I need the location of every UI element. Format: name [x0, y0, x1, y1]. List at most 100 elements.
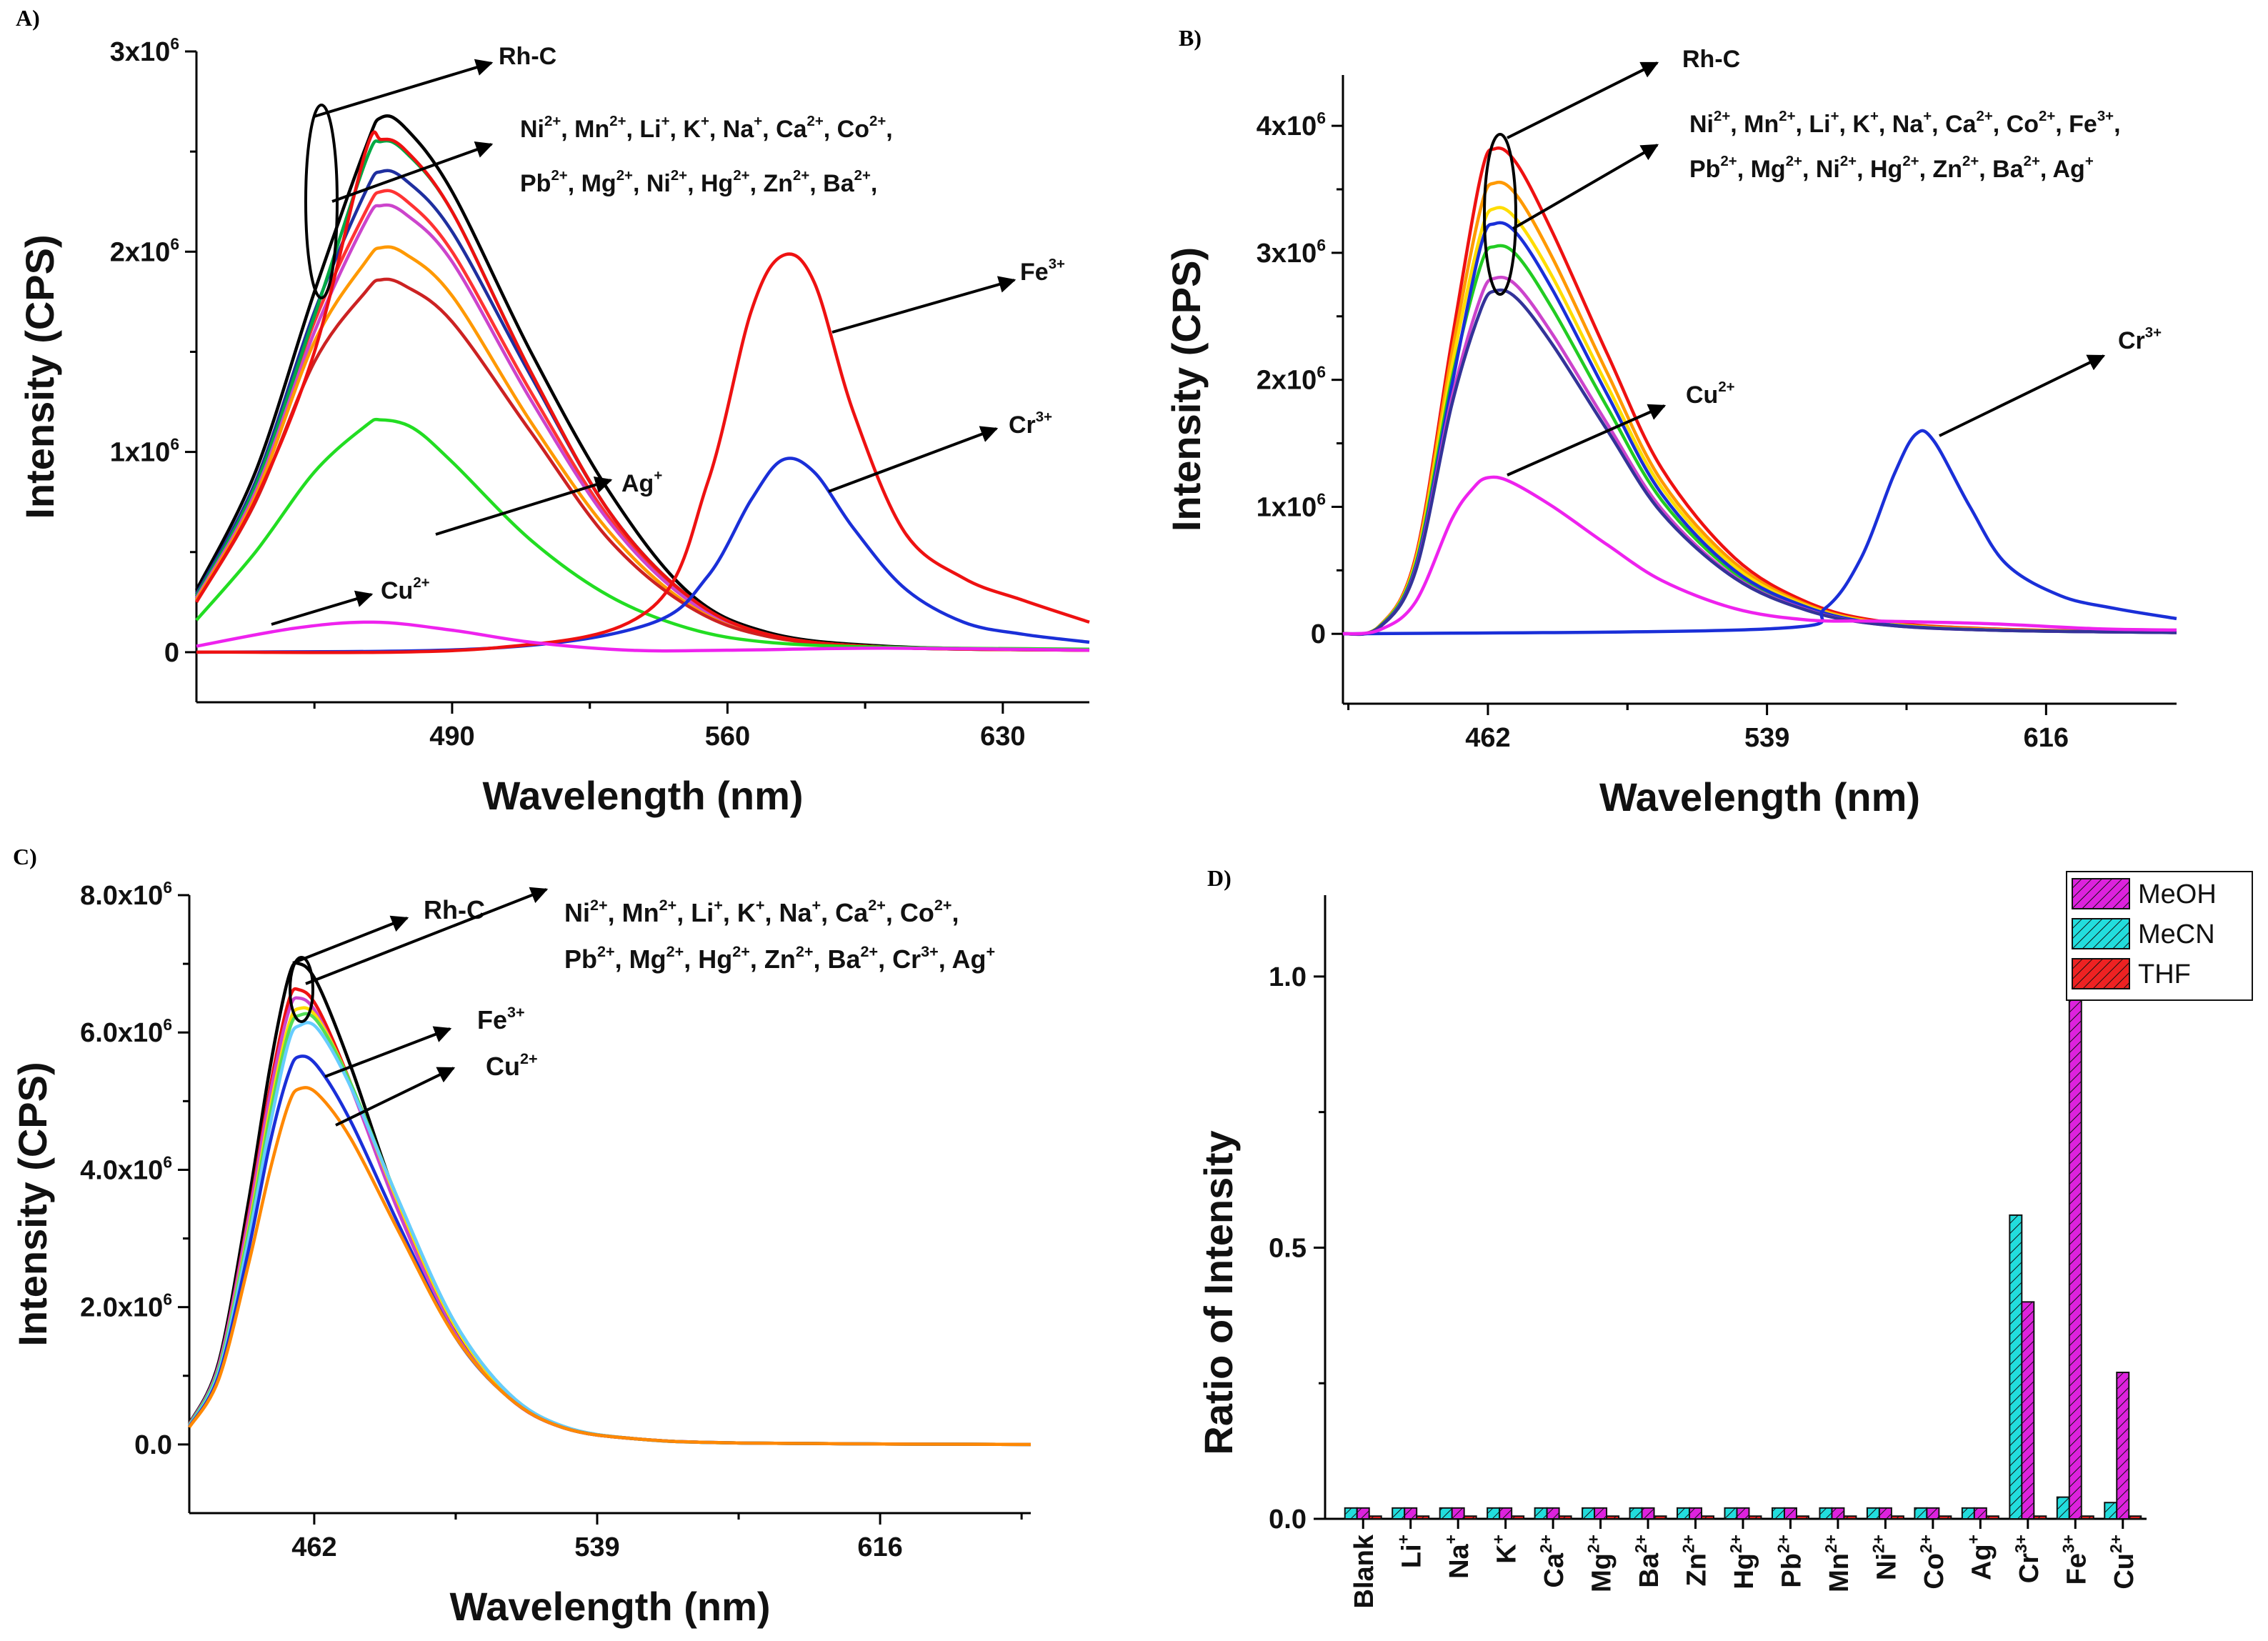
panel-a-arrow-group: [331, 141, 494, 203]
panel-d-bar-thf: [1511, 1515, 1525, 1520]
panel-b-y-axis-title: Intensity (CPS): [1164, 247, 1209, 532]
panel-a-x-tick-label: 560: [705, 722, 750, 752]
panel-label-a: A): [16, 5, 40, 31]
panel-a-x-tick-label: 490: [429, 722, 474, 752]
panel-d-bar-meoh: [1356, 1507, 1370, 1520]
panel-c-series-cu2-: [188, 1086, 1031, 1447]
panel-d-bar-meoh: [1973, 1507, 1987, 1520]
panel-b-x-tick-label: 616: [2024, 723, 2069, 753]
panel-label-b: B): [1179, 25, 1202, 51]
panel-d-bar-meoh: [1926, 1507, 1940, 1520]
panel-d-bar-thf: [1653, 1515, 1667, 1520]
panel-b-y-tick-label: 1x106​: [1257, 489, 1326, 522]
panel-a-y-tick-label: 2x106​: [110, 234, 179, 267]
panel-d-bar-mecn: [1677, 1507, 1691, 1520]
panel-d-bar-mecn: [2104, 1502, 2118, 1520]
panel-d-bar-mecn: [1487, 1507, 1501, 1520]
panel-c-series-m5: [188, 1021, 1031, 1447]
panel-c-arrow-rhc: [292, 915, 409, 964]
panel-c-label-fe: Fe3+​: [477, 1003, 525, 1034]
panel-a-x-tick-label: 630: [980, 722, 1025, 752]
panel-d-legend-swatch-meoh: [2072, 878, 2130, 909]
panel-d-legend-label-mecn: MeCN: [2138, 919, 2215, 949]
panel-d-bar-mecn: [1582, 1507, 1596, 1520]
panel-d-bar-thf: [1985, 1515, 1999, 1520]
panel-a-y-tick-label: 1x106​: [110, 435, 179, 468]
panel-d-bar-thf: [2033, 1515, 2047, 1520]
panel-c-y-tick-label: 2.0x106​: [80, 1290, 172, 1323]
panel-a-arrow-fe: [831, 276, 1016, 334]
panel-c-x-tick-label: 539: [574, 1532, 619, 1562]
panel-a-x-axis-title: Wavelength (nm): [482, 773, 803, 818]
panel-b-series-cu2-: [1342, 475, 2177, 636]
panel-d-y-tick-label: 1.0: [1269, 962, 1307, 992]
panel-d-legend-label-thf: THF: [2138, 959, 2191, 989]
panel-d-y-axis-title: Ratio of Intensity: [1196, 1130, 1241, 1455]
panel-a-series-ag-: [195, 417, 1090, 651]
panel-b-series-m6: [1342, 288, 2177, 636]
panel-d-bar-thf: [1795, 1515, 1809, 1520]
panel-d-bar-meoh: [1546, 1507, 1560, 1520]
panel-c-y-tick-label: 4.0x106​: [80, 1152, 172, 1185]
panel-d-bar-thf: [1558, 1515, 1572, 1520]
panel-d-bar-mecn: [1914, 1507, 1928, 1520]
panel-d-x-tick-label: Blank: [1349, 1534, 1379, 1608]
panel-d-x-tick-label: Co2+​: [1917, 1535, 1949, 1590]
panel-d-bar-meoh: [2021, 1301, 2035, 1520]
panel-c-y-tick-label: 6.0x106​: [80, 1015, 172, 1048]
panel-d-bar-thf: [1463, 1515, 1477, 1520]
panel-b-group-ellipse: [1483, 133, 1517, 296]
panel-b-y-tick-label: 0: [1311, 619, 1326, 649]
panel-d-bar-meoh: [1641, 1507, 1655, 1520]
panel-a-group-ellipse: [304, 104, 339, 299]
panel-d-bar-meoh: [2068, 948, 2082, 1520]
panel-a-label-group-2: Pb2+​, Mg2+​, Ni2+​, Hg2+​, Zn2+​, Ba2+​…: [520, 168, 877, 197]
panel-d-x-tick-label: Li+​: [1394, 1535, 1427, 1568]
panel-d-bar-thf: [2128, 1515, 2142, 1520]
panel-d-x-tick-label: Hg2+​: [1727, 1535, 1759, 1590]
panel-d-bar-meoh: [1878, 1507, 1892, 1520]
panel-a-label-ag: Ag+​: [621, 468, 662, 497]
panel-b-arrow-group: [1512, 144, 1659, 230]
panel-c-label-rhc: Rh-C: [424, 895, 485, 924]
panel-d-bar-thf: [1843, 1515, 1857, 1520]
panel-d-bar-mecn: [1439, 1507, 1453, 1520]
panel-d-bar-meoh: [2116, 1372, 2130, 1520]
panel-b-y-tick-label: 4x106​: [1257, 109, 1326, 141]
panel-d-bar-thf: [1938, 1515, 1952, 1520]
panel-d-bar-mecn: [1392, 1507, 1406, 1520]
panel-d-x-tick-label: Ca2+​: [1537, 1535, 1569, 1588]
panel-c-line-chart: 462 539 616 0.0 2.0x106​ 4.0x106​ 6.0x106​ 8.0x…: [10, 878, 1031, 1629]
panel-d-x-tick-label: Pb2+​: [1774, 1535, 1807, 1588]
panel-b-label-group-2: Pb2+​, Mg2+​, Ni2+​, Hg2+​, Zn2+​, Ba2+​…: [1689, 154, 2094, 183]
panel-d-bar-meoh: [1783, 1507, 1797, 1520]
panel-a-series-ca2-: [195, 277, 1090, 652]
panel-c-label-cu: Cu2+​: [486, 1049, 538, 1081]
panel-d-bar-mecn: [1629, 1507, 1643, 1520]
panel-b-series-rh-c: [1342, 146, 2177, 637]
panel-d-y-tick-label: 0.5: [1269, 1233, 1307, 1263]
panel-d-x-tick-label: Mg2+​: [1584, 1535, 1617, 1592]
panel-d-bar-chart: 0.0 0.5 1.0 Ratio of Intensity Blank Li+​ Na+​…: [1196, 871, 2253, 1608]
panel-b-x-axis-title: Wavelength (nm): [1599, 774, 1920, 819]
panel-d-bar-mecn: [1771, 1507, 1785, 1520]
panel-d-bar-thf: [1416, 1515, 1430, 1520]
panel-a-series-mn2-: [195, 189, 1090, 652]
panel-b-label-cu: Cu2+​: [1686, 379, 1735, 409]
panel-d-x-tick-label: Fe3+​: [2059, 1535, 2092, 1585]
panel-d-bar-mecn: [1866, 1507, 1880, 1520]
panel-d-x-tick-label: Ni2+​: [1869, 1535, 1902, 1580]
panel-a-label-cu: Cu2+​: [381, 575, 430, 604]
panel-c-x-axis-title: Wavelength (nm): [449, 1584, 770, 1629]
panel-b-label-group-1: Ni2+​, Mn2+​, Li+​, K+​, Na+​, Ca2+​, Co…: [1689, 109, 2121, 138]
panel-d-bar-thf: [1748, 1515, 1762, 1520]
panel-d-bar-thf: [1701, 1515, 1715, 1520]
panel-d-bar-meoh: [1404, 1507, 1418, 1520]
panel-c-arrow-group: [305, 887, 549, 985]
panel-c-x-tick-label: 462: [291, 1532, 336, 1562]
panel-b-y-tick-label: 2x106​: [1257, 363, 1326, 396]
panel-d-bar-meoh: [1689, 1507, 1703, 1520]
panel-c-arrow-cu: [335, 1067, 456, 1127]
panel-c-x-tick-label: 616: [857, 1532, 902, 1562]
panel-c-series-m1: [187, 987, 1031, 1447]
